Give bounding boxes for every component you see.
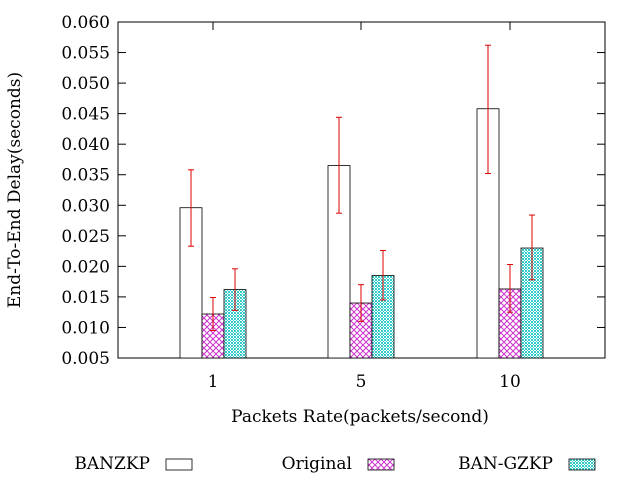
y-tick-label: 0.055	[61, 44, 110, 64]
y-tick-label: 0.030	[61, 196, 110, 216]
x-tick-label: 10	[499, 372, 521, 392]
legend-swatch	[367, 458, 395, 471]
y-tick-label: 0.060	[61, 13, 110, 33]
y-axis: 0.005 0.010 0.015 0.020 0.025 0.030 0.035 0.040…	[61, 13, 605, 369]
legend-label: BANZKP	[74, 454, 150, 474]
y-tick-label: 0.025	[61, 227, 110, 247]
y-tick-label: 0.005	[61, 349, 110, 369]
errorbar-group	[188, 44, 535, 332]
y-tick-label: 0.045	[61, 105, 110, 125]
legend-label: BAN-GZKP	[458, 454, 553, 474]
y-tick-label: 0.040	[61, 135, 110, 155]
y-axis-title: End-To-End Delay(seconds)	[5, 72, 25, 308]
y-tick-label: 0.035	[61, 166, 110, 186]
y-tick-label: 0.050	[61, 74, 110, 94]
x-axis-title: Packets Rate(packets/second)	[231, 407, 489, 427]
legend: BANZKP Original BAN-GZKP	[74, 454, 596, 474]
legend-swatch	[568, 458, 596, 471]
x-tick-label: 1	[208, 372, 219, 392]
x-tick-label: 5	[356, 372, 367, 392]
legend-swatch	[165, 458, 193, 471]
y-tick-label: 0.010	[61, 318, 110, 338]
bar-series-group	[179, 108, 544, 359]
legend-label: Original	[282, 454, 352, 474]
y-tick-label: 0.020	[61, 257, 110, 277]
y-tick-label: 0.015	[61, 288, 110, 308]
